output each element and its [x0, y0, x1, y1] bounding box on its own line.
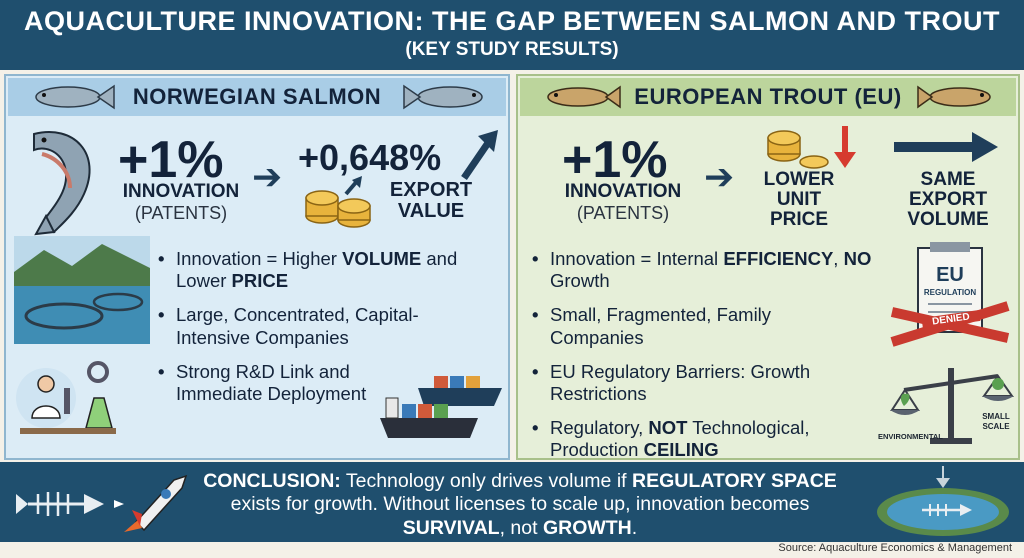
scale-left-label: ENVIRONMENTAL: [878, 432, 943, 441]
trout-bullet-3: EU Regulatory Barriers: Growth Restricti…: [532, 361, 884, 405]
scale-right-label-1: SMALL: [982, 412, 1010, 421]
trout-innovation-sub: (PATENTS): [576, 203, 670, 223]
salmon-export-label-1: EXPORT: [389, 179, 473, 201]
source-credit: Source: Aquaculture Economics & Manageme…: [778, 542, 1012, 554]
trout-volume-label-2: EXPORT: [908, 189, 988, 210]
salmon-bullet-2: Large, Concentrated, Capital-Intensive C…: [158, 304, 458, 348]
header-banner: AQUACULTURE INNOVATION: THE GAP BETWEEN …: [0, 0, 1024, 70]
salmon-small-fish-icon: [35, 84, 115, 110]
salmon-up-arrow-icon: [461, 130, 498, 180]
leaping-salmon-icon: [33, 131, 91, 236]
trout-title: EUROPEAN TROUT (EU): [634, 84, 902, 109]
trout-price-label-2: UNIT: [776, 189, 822, 210]
trout-small-fish-icon: [547, 85, 621, 109]
page-title: AQUACULTURE INNOVATION: THE GAP BETWEEN …: [24, 6, 1000, 36]
trout-price-label-1: LOWER: [763, 169, 835, 190]
trout-bullet-list: Innovation = Internal EFFICIENCY, NO Gro…: [532, 248, 884, 474]
eu-doc-sub: REGULATION: [923, 288, 977, 297]
salmon-right-arrow-icon: ➔: [252, 156, 283, 197]
salmon-bullet-1: Innovation = Higher VOLUME and Lower PRI…: [158, 248, 506, 292]
salmon-innovation-label: INNOVATION: [122, 181, 240, 202]
trout-small-fish-icon-right: [917, 85, 991, 109]
conclusion-text: CONCLUSION: Technology only drives volum…: [203, 470, 837, 539]
trout-right-arrow-icon: ➔: [704, 156, 735, 197]
salmon-bullet-3: Strong R&D Link and Immediate Deployment: [158, 361, 390, 405]
salmon-export-value: +0,648%: [298, 137, 442, 178]
cargo-ships-icon: [380, 376, 502, 438]
page-subtitle: (KEY STUDY RESULTS): [405, 39, 619, 60]
eu-doc-title: EU: [936, 264, 964, 286]
fish-farm-pens-icon: [14, 236, 150, 344]
trout-innovation-label: INNOVATION: [564, 181, 682, 202]
salmon-small-fish-icon-right: [403, 84, 483, 110]
salmon-export-label-2: VALUE: [397, 200, 465, 222]
pond-dead-fish-icon: [877, 466, 1009, 536]
salmon-panel: NORWEGIAN SALMON +1% INNOVATION (PATENTS…: [4, 74, 510, 460]
fish-skeleton-rocket-icon: [16, 474, 188, 532]
salmon-bullet-list: Innovation = Higher VOLUME and Lower PRI…: [158, 248, 506, 417]
salmon-coins-icon: [305, 176, 371, 228]
trout-flat-arrow-icon: [894, 132, 998, 162]
trout-bullet-2: Small, Fragmented, Family Companies: [532, 304, 822, 348]
eu-regulation-document-icon: [890, 242, 1010, 347]
salmon-innovation-sub: (PATENTS): [134, 203, 228, 223]
trout-innovation-value: +1%: [562, 131, 668, 189]
trout-volume-label-3: VOLUME: [907, 209, 989, 230]
trout-panel: EUROPEAN TROUT (EU) +1% INNOVATION (PATE…: [516, 74, 1020, 460]
salmon-title: NORWEGIAN SALMON: [132, 84, 382, 109]
trout-bullet-1: Innovation = Internal EFFICIENCY, NO Gro…: [532, 248, 884, 292]
conclusion-banner: CONCLUSION: Technology only drives volum…: [0, 462, 1024, 542]
trout-coins-down-icon: [767, 126, 856, 169]
balance-scale-icon: [890, 368, 1014, 444]
trout-volume-label-1: SAME: [920, 169, 976, 190]
trout-bullet-4: Regulatory, NOT Technological, Productio…: [532, 417, 884, 461]
scientist-lab-icon: [16, 361, 116, 434]
trout-price-label-3: PRICE: [769, 209, 829, 230]
salmon-innovation-value: +1%: [118, 131, 224, 189]
scale-right-label-2: SCALE: [982, 422, 1010, 431]
